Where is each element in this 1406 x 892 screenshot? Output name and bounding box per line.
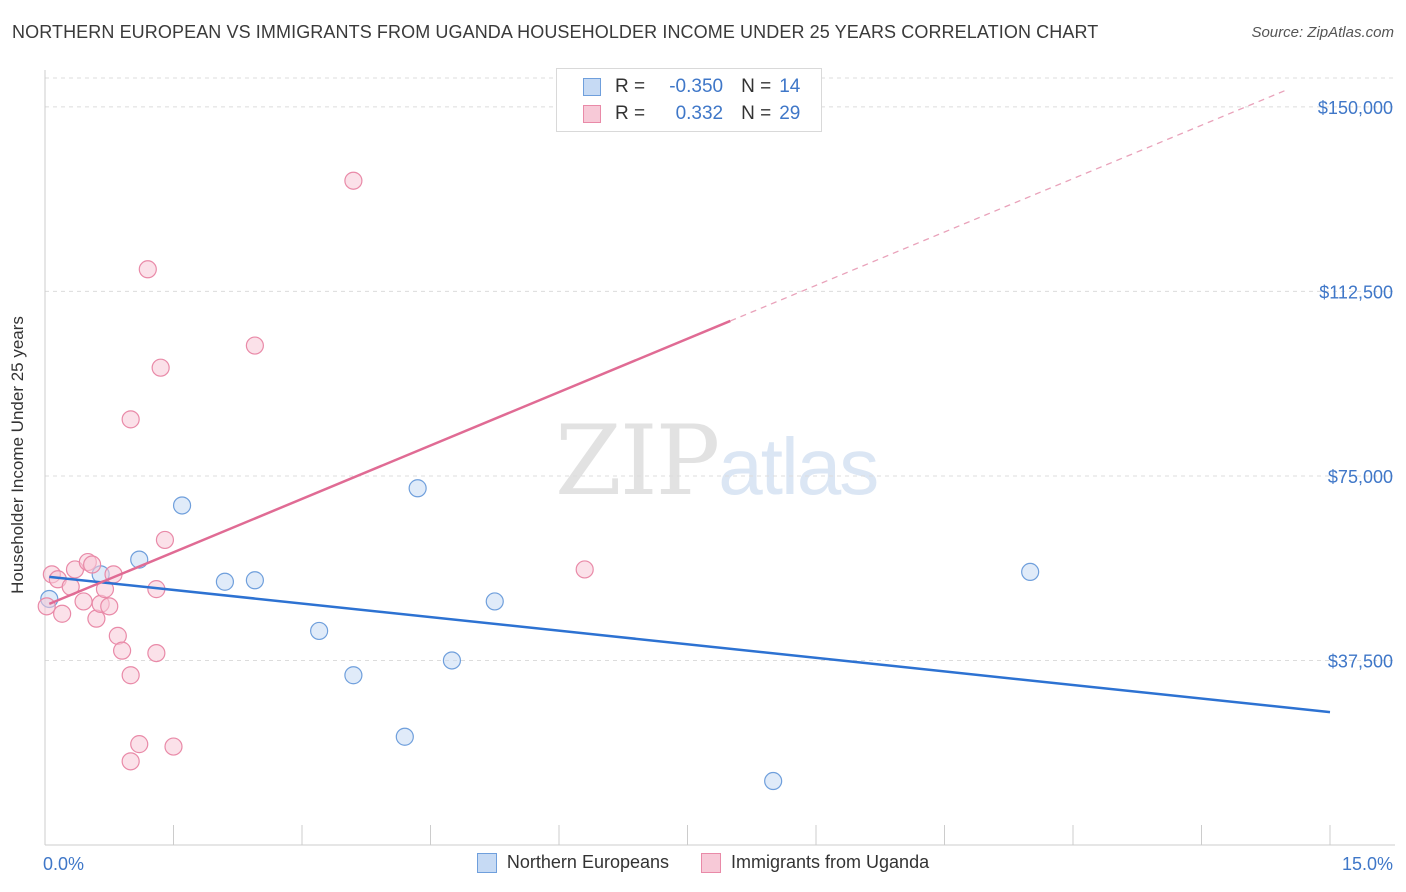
- trend-line-northern-europeans: [49, 575, 1331, 714]
- data-point-immigrants-uganda: [74, 592, 93, 611]
- legend-series-name: Immigrants from Uganda: [731, 852, 930, 872]
- y-axis-label: Householder Income Under 25 years: [8, 316, 27, 594]
- legend-swatch-pink: [701, 852, 722, 873]
- data-point-immigrants-uganda: [245, 336, 264, 355]
- data-point-immigrants-uganda: [37, 597, 56, 616]
- correlation-legend: R = -0.350 N = 14 R = 0.332 N = 29: [556, 68, 822, 132]
- legend-item-immigrants-uganda: Immigrants from Uganda: [701, 852, 929, 873]
- legend-swatch-blue: [583, 78, 601, 96]
- legend-r-value: 0.332: [675, 103, 724, 124]
- legend-n-label: N =: [741, 103, 772, 124]
- data-point-northern-europeans: [395, 727, 414, 746]
- legend-r-value: -0.350: [669, 76, 724, 97]
- data-point-immigrants-uganda: [83, 555, 102, 574]
- legend-r-label: R =: [615, 103, 646, 124]
- data-point-immigrants-uganda: [575, 560, 594, 579]
- data-point-northern-europeans: [245, 571, 264, 590]
- data-point-immigrants-uganda: [138, 260, 157, 279]
- trend-line-immigrants-uganda: [48, 319, 731, 606]
- watermark-zip: ZIP: [555, 405, 720, 517]
- watermark: ZIPatlas: [555, 405, 879, 517]
- data-point-immigrants-uganda: [121, 410, 140, 429]
- series-legend: Northern Europeans Immigrants from Ugand…: [0, 852, 1406, 873]
- data-point-immigrants-uganda: [147, 643, 166, 663]
- legend-n-value: 29: [779, 103, 801, 124]
- data-point-immigrants-uganda: [121, 666, 140, 685]
- data-point-northern-europeans: [485, 592, 504, 611]
- legend-n-label: N =: [741, 76, 772, 97]
- data-point-northern-europeans: [442, 651, 462, 670]
- data-point-immigrants-uganda: [121, 752, 140, 771]
- legend-n-value: 14: [779, 76, 801, 97]
- data-point-northern-europeans: [408, 479, 427, 498]
- data-point-immigrants-uganda: [100, 597, 119, 616]
- chart-title: NORTHERN EUROPEAN VS IMMIGRANTS FROM UGA…: [12, 22, 1099, 42]
- data-point-northern-europeans: [310, 621, 329, 641]
- legend-r-label: R =: [615, 76, 646, 97]
- legend-row-immigrants-uganda: R = 0.332 N = 29: [583, 102, 800, 126]
- legend-swatch-blue: [476, 852, 497, 873]
- data-point-northern-europeans: [1021, 562, 1040, 582]
- data-point-immigrants-uganda: [344, 171, 363, 190]
- y-tick-label: $112,500: [1319, 282, 1393, 302]
- trend-line-immigrants-uganda-extension: [730, 89, 1288, 322]
- legend-item-northern-europeans: Northern Europeans: [476, 852, 670, 873]
- data-point-immigrants-uganda: [164, 737, 183, 756]
- data-point-immigrants-uganda: [151, 358, 170, 377]
- legend-swatch-pink: [583, 105, 601, 123]
- data-point-immigrants-uganda: [155, 530, 175, 550]
- watermark-atlas: atlas: [718, 422, 879, 511]
- x-tick-label: 15.0%: [1342, 854, 1393, 874]
- data-point-immigrants-uganda: [112, 641, 132, 660]
- data-point-immigrants-uganda: [53, 604, 72, 623]
- y-tick-label: $37,500: [1328, 651, 1393, 671]
- data-point-northern-europeans: [344, 666, 363, 685]
- source-label: Source: ZipAtlas.com: [1251, 24, 1394, 41]
- x-tick-label: 0.0%: [43, 854, 84, 874]
- y-tick-label: $75,000: [1328, 467, 1393, 487]
- legend-series-name: Northern Europeans: [506, 852, 670, 872]
- data-point-northern-europeans: [215, 572, 234, 591]
- data-point-northern-europeans: [764, 771, 783, 791]
- data-point-northern-europeans: [172, 496, 192, 515]
- data-point-immigrants-uganda: [130, 735, 149, 754]
- legend-row-northern-europeans: R = -0.350 N = 14: [583, 75, 800, 99]
- y-tick-label: $150,000: [1318, 98, 1393, 118]
